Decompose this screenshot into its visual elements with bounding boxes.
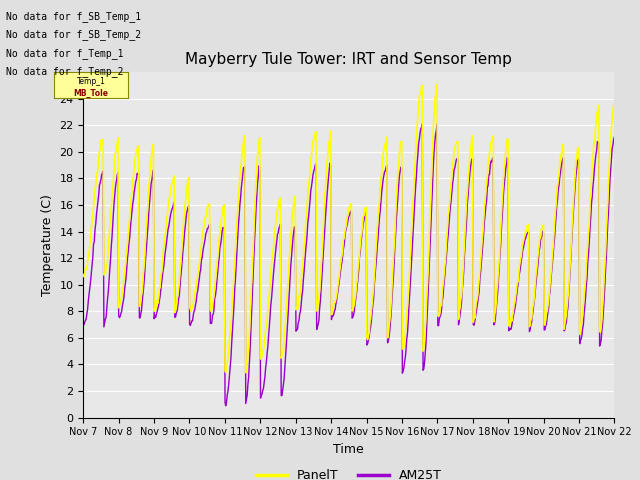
Text: No data for f_Temp_1: No data for f_Temp_1 [6, 48, 124, 59]
Text: No data for f_SB_Temp_1: No data for f_SB_Temp_1 [6, 11, 141, 22]
Text: Temp_1: Temp_1 [77, 77, 106, 86]
X-axis label: Time: Time [333, 443, 364, 456]
Y-axis label: Temperature (C): Temperature (C) [41, 194, 54, 296]
Text: No data for f_Temp_2: No data for f_Temp_2 [6, 66, 124, 77]
Text: MB_Tole: MB_Tole [74, 88, 109, 98]
Text: No data for f_SB_Temp_2: No data for f_SB_Temp_2 [6, 29, 141, 40]
Legend: PanelT, AM25T: PanelT, AM25T [251, 464, 447, 480]
Title: Mayberry Tule Tower: IRT and Sensor Temp: Mayberry Tule Tower: IRT and Sensor Temp [186, 52, 512, 67]
